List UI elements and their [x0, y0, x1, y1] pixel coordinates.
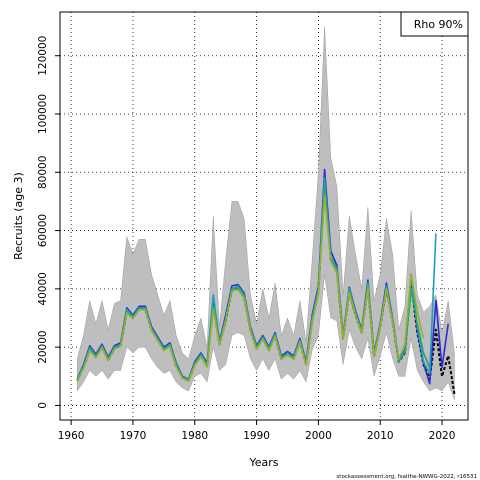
- credit-text: stockassessment.org, fsaithe-NWWG-2022, …: [336, 474, 477, 480]
- y-tick-label: 100000: [37, 94, 49, 134]
- y-tick-label: 20000: [37, 330, 49, 363]
- y-tick-label: 120000: [37, 36, 49, 76]
- confidence-band: [77, 26, 455, 400]
- x-tick-label: 1990: [243, 430, 270, 442]
- x-tick-label: 1960: [58, 430, 85, 442]
- y-tick-label: 60000: [37, 214, 49, 247]
- x-tick-label: 2010: [367, 430, 394, 442]
- legend-label: Rho 90%: [414, 18, 463, 31]
- x-tick-label: 1970: [120, 430, 147, 442]
- series-lines: [76, 168, 456, 394]
- x-axis: 1960 1970 1980 1990 2000 2010 2020: [58, 420, 456, 442]
- confidence-band-area: [77, 26, 455, 400]
- x-tick-label: 2000: [305, 430, 332, 442]
- plot-frame: [59, 11, 469, 421]
- legend-box: [400, 11, 469, 37]
- y-axis: 0 20000 40000 60000 80000 100000 120000: [37, 36, 60, 409]
- legend: Rho 90%: [400, 11, 469, 37]
- x-axis-title: Years: [248, 456, 278, 469]
- y-tick-label: 80000: [37, 156, 49, 189]
- y-tick-label: 0: [37, 402, 49, 409]
- y-tick-label: 40000: [37, 272, 49, 305]
- x-tick-label: 2020: [429, 430, 456, 442]
- series-line-2: [76, 168, 449, 385]
- series-line-5: [76, 194, 425, 383]
- y-axis-title: Recruits (age 3): [12, 172, 25, 260]
- x-tick-label: 1980: [181, 430, 208, 442]
